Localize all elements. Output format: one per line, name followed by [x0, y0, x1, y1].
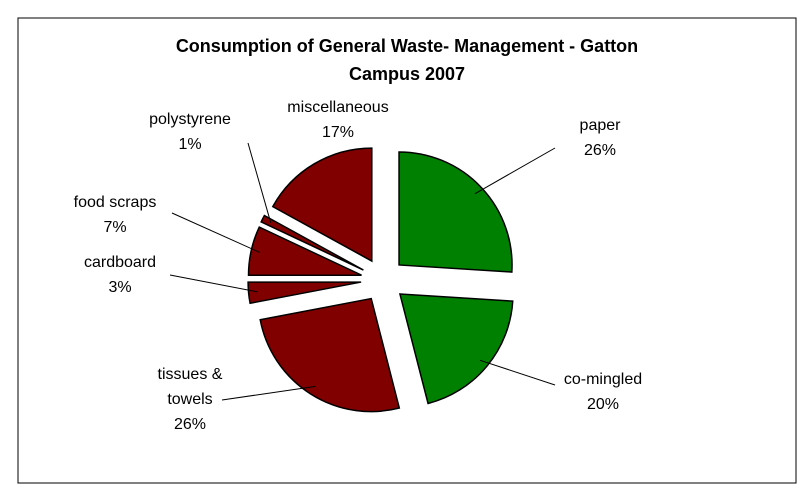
leader-line	[247, 142, 272, 223]
pie-slice	[247, 226, 362, 276]
slice-label: miscellaneous	[287, 99, 389, 116]
slice-value-label: 26%	[583, 142, 617, 159]
slice-value-label: 20%	[586, 396, 620, 413]
leader-line	[479, 359, 556, 386]
leader-line	[169, 274, 258, 293]
slice-label: tissues & towels	[157, 366, 223, 408]
slice-value-label: 3%	[108, 279, 132, 296]
slice-label: cardboard	[83, 254, 157, 271]
slice-value-label: 7%	[103, 219, 127, 236]
slice-value-label: 26%	[173, 416, 207, 433]
leader-line	[171, 212, 261, 253]
slice-label: polystyrene	[149, 111, 231, 128]
frame	[17, 17, 797, 484]
pie-slice	[259, 297, 401, 413]
slice-label: food scraps	[73, 194, 157, 211]
leader-line	[221, 385, 316, 401]
leader-line	[474, 147, 556, 195]
slice-label: co-mingled	[563, 371, 643, 388]
pie-slice	[271, 147, 373, 263]
pie-slice	[398, 293, 514, 405]
chart-title: Consumption of General Waste- Management…	[175, 36, 639, 84]
slice-value-label: 1%	[178, 136, 202, 153]
pie-slice	[398, 151, 513, 273]
slice-label: paper	[579, 117, 621, 134]
slice-value-label: 17%	[321, 124, 355, 141]
pie-slice	[247, 281, 362, 305]
pie-slice	[260, 214, 364, 271]
